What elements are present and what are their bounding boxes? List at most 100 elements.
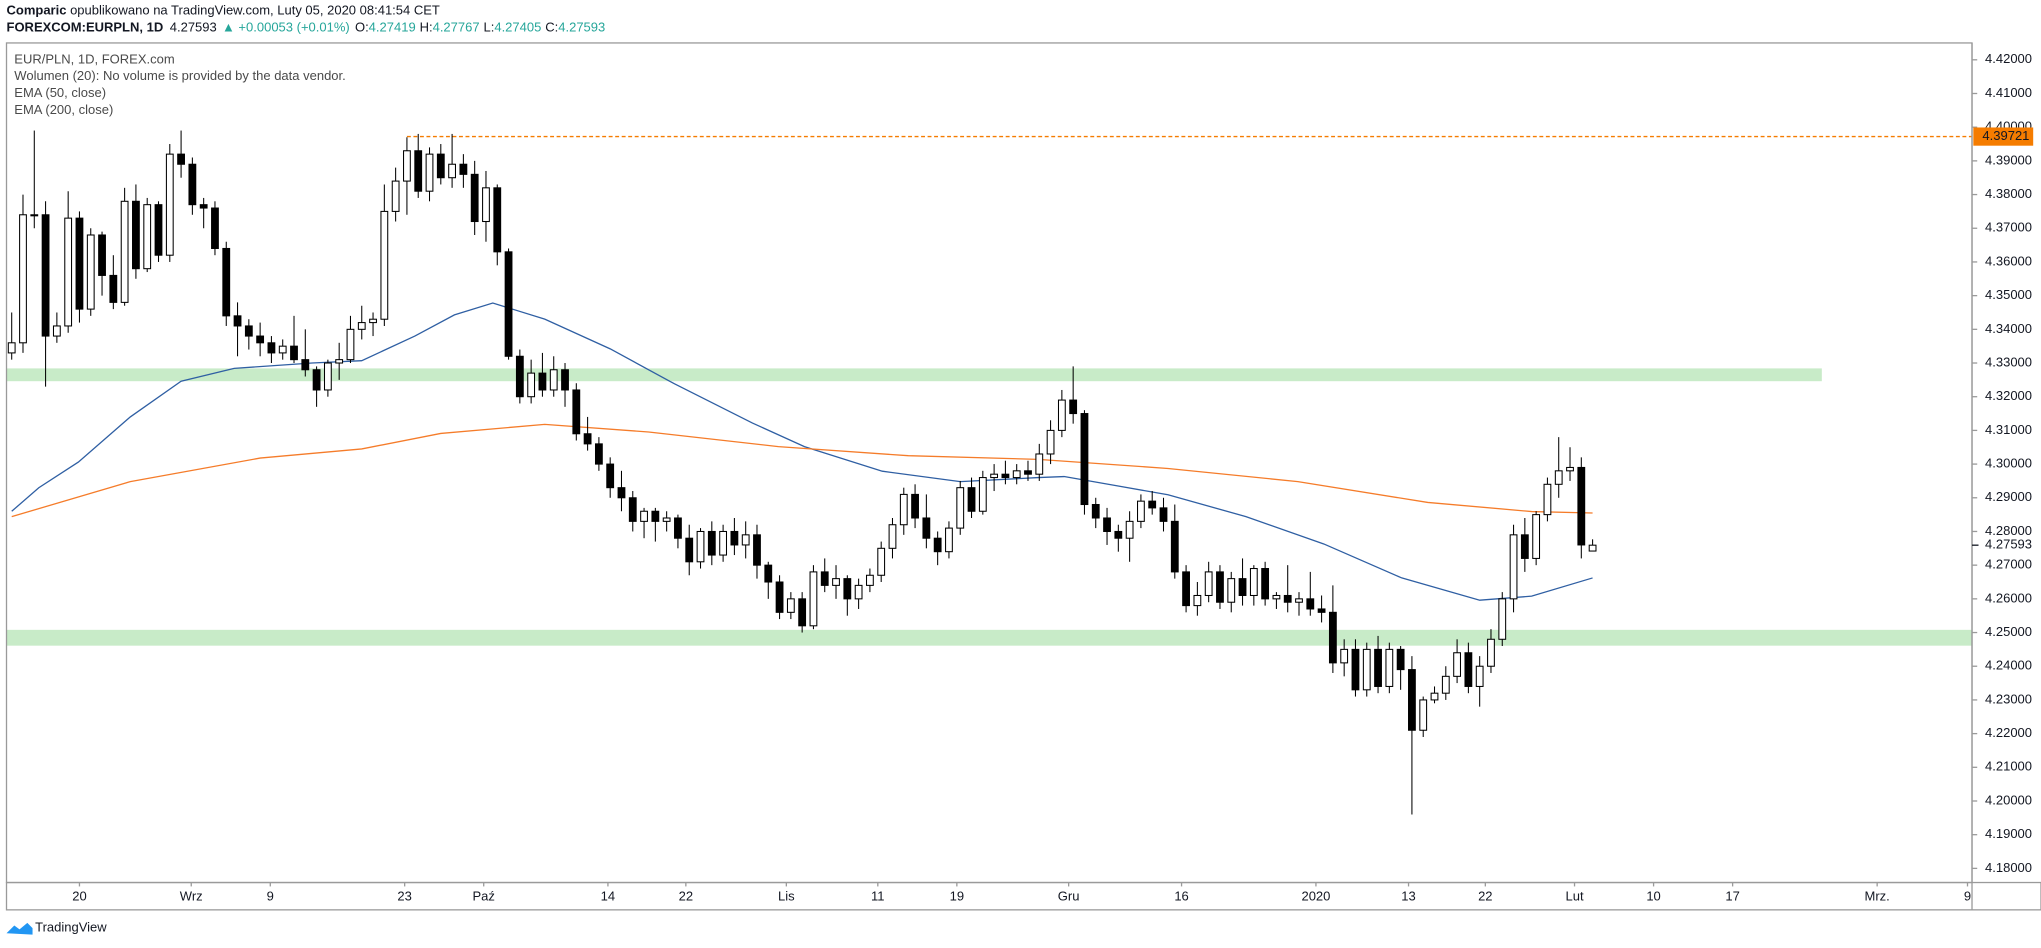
- candle-body: [1137, 500, 1145, 522]
- candle-body: [1453, 652, 1461, 677]
- x-tick-label: Lut: [1565, 888, 1583, 903]
- y-tick-label: 4.36000: [1985, 253, 2032, 268]
- x-tick-label: 2020: [1301, 888, 1330, 903]
- candle-body: [1419, 699, 1428, 731]
- candle-body: [403, 150, 411, 182]
- candle-body: [922, 517, 931, 539]
- candle-body: [1328, 611, 1337, 664]
- last-price-label: 4.27593: [1985, 537, 2032, 552]
- y-tick-label: 4.30000: [1985, 456, 2032, 471]
- y-tick-label: 4.39000: [1985, 152, 2032, 167]
- author: Comparic: [7, 3, 67, 18]
- candle-body: [1080, 413, 1089, 506]
- candle-body: [1103, 517, 1111, 532]
- candle-body: [75, 217, 84, 310]
- candle-body: [561, 369, 569, 391]
- candle-body: [1182, 571, 1190, 607]
- candle-body: [165, 153, 174, 256]
- candle-body: [199, 204, 208, 209]
- candle-body: [448, 163, 456, 179]
- y-tick-label: 4.24000: [1985, 658, 2032, 673]
- candle-body: [256, 335, 265, 344]
- candle-body: [1475, 665, 1484, 687]
- candle-body: [504, 251, 513, 357]
- candle-body: [64, 217, 73, 327]
- candle-body: [1509, 534, 1518, 600]
- candle-body: [1148, 500, 1157, 509]
- candle-body: [143, 204, 152, 270]
- published: opublikowano na TradingView.com, Luty 05…: [66, 3, 439, 18]
- last: 4.27593: [170, 20, 217, 35]
- y-tick-label: 4.31000: [1985, 422, 2032, 437]
- logo-icon: [6, 922, 33, 935]
- footer-brand: TradingView: [35, 920, 107, 935]
- candle-body: [1170, 520, 1179, 573]
- candle-body: [244, 325, 253, 337]
- candle-body: [933, 537, 942, 553]
- x-tick-label: 9: [1964, 888, 1971, 903]
- legend: EUR/PLN, 1D, FOREX.com Wolumen (20): No …: [14, 51, 345, 117]
- x-tick-label: 16: [1174, 888, 1188, 903]
- candle-body: [719, 530, 728, 556]
- candle-body: [436, 153, 445, 179]
- candle-body: [1306, 598, 1315, 610]
- candle-body: [493, 187, 502, 253]
- candle-body: [1227, 578, 1236, 603]
- y-tick-label: 4.42000: [1985, 51, 2032, 66]
- candle-body: [1238, 578, 1247, 597]
- candle-body: [188, 163, 197, 206]
- candle-body: [312, 369, 321, 391]
- candle-body: [1001, 473, 1010, 479]
- y-tick-label: 4.41000: [1985, 85, 2032, 100]
- x-tick-label: 9: [267, 888, 274, 903]
- candle-body: [843, 578, 852, 600]
- candle-body: [899, 493, 908, 526]
- candle-body: [1362, 648, 1371, 691]
- candle-body: [1317, 608, 1326, 613]
- candle-body: [662, 517, 671, 522]
- candle-body: [391, 180, 400, 212]
- candle-body: [1046, 429, 1055, 455]
- candle-body: [832, 578, 840, 586]
- support-zone: [6, 629, 1973, 646]
- y-tick-label: 4.26000: [1985, 590, 2032, 605]
- high-label: H:: [420, 20, 433, 35]
- candle-body: [1487, 638, 1495, 667]
- candle-body: [1057, 399, 1066, 431]
- x-tick-label: 22: [679, 888, 693, 903]
- y-tick-label: 4.35000: [1985, 287, 2032, 302]
- candle-body: [19, 214, 27, 344]
- y-tick-label: 4.38000: [1985, 186, 2032, 201]
- candle-body: [1159, 507, 1168, 522]
- candle-body: [30, 214, 39, 217]
- candle-body: [323, 362, 332, 391]
- candle-body: [1125, 520, 1134, 539]
- x-tick-label: Gru: [1058, 888, 1080, 903]
- candle-body: [594, 443, 603, 465]
- candle-body: [414, 150, 423, 192]
- y-tick-label: 4.29000: [1985, 489, 2032, 504]
- x-tick-label: 19: [950, 888, 964, 903]
- candle-body: [1498, 598, 1507, 640]
- candle-body: [538, 372, 547, 391]
- candle-body: [1396, 648, 1405, 671]
- candle-body: [290, 345, 298, 361]
- candle-body: [1295, 598, 1303, 603]
- candle-body: [357, 322, 366, 330]
- ema-line: [11, 302, 1593, 601]
- candle-body: [278, 345, 287, 354]
- header-line-2: FOREXCOM:EURPLN, 1D 4.27593 ▲ +0.00053 (+0…: [7, 20, 606, 35]
- candle-body: [1408, 669, 1416, 731]
- candle-body: [1385, 648, 1394, 687]
- candle-body: [990, 473, 999, 479]
- y-tick-label: 4.20000: [1985, 792, 2032, 807]
- candle-body: [154, 204, 163, 256]
- candle-body: [753, 534, 761, 566]
- y-tick-label: 4.25000: [1985, 624, 2032, 639]
- x-tick-label: Paź: [473, 888, 495, 903]
- candle-body: [786, 598, 795, 613]
- candle-body: [1069, 399, 1078, 415]
- price-badge: [1973, 127, 2034, 146]
